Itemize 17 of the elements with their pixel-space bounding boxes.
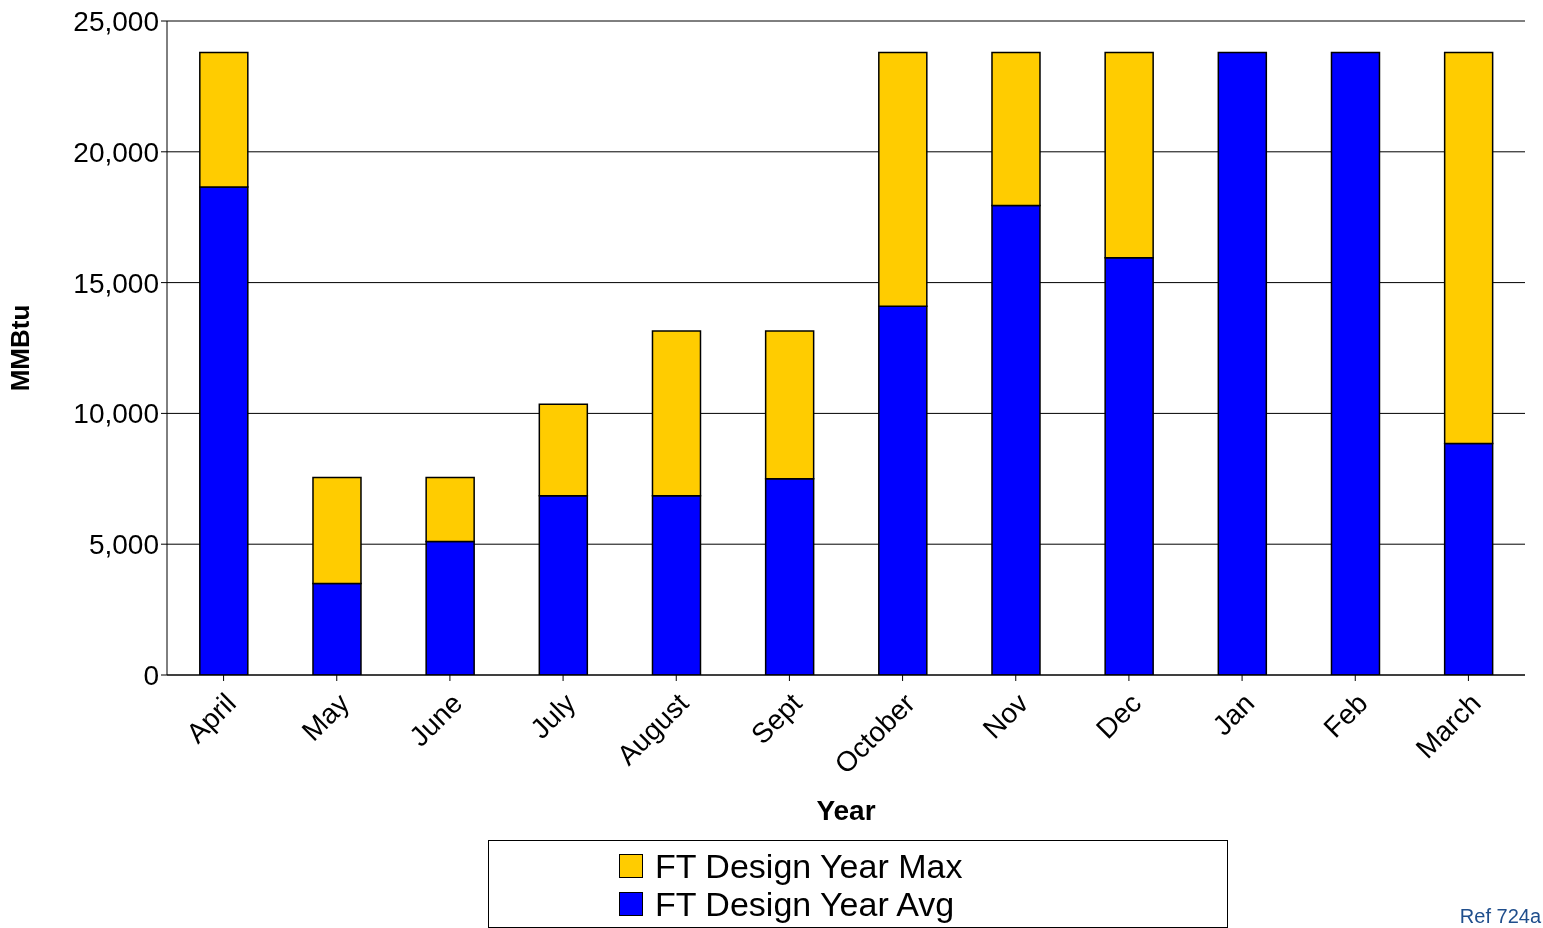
x-tick-label: Dec (1090, 687, 1148, 745)
y-tick-label: 5,000 (88, 529, 159, 561)
x-tick-label: Nov (976, 687, 1035, 745)
legend-label: FT Design Year Avg (655, 884, 955, 924)
x-tick-label: July (524, 687, 582, 745)
y-axis-title: MMBtu (5, 304, 36, 392)
y-tick-label: 15,000 (73, 267, 159, 299)
x-axis-title: Year (816, 795, 876, 826)
x-tick-label: Jan (1206, 687, 1261, 742)
y-tick-label: 0 (143, 659, 159, 691)
text: Ref 724a (1459, 905, 1541, 928)
y-tick-label: 10,000 (73, 398, 159, 430)
legend-label: FT Design Year Max (655, 846, 963, 886)
y-tick-label: 25,000 (73, 5, 159, 37)
x-tick-label: Feb (1317, 687, 1374, 744)
y-tick-label: 20,000 (73, 136, 159, 168)
x-tick-label: May (295, 687, 356, 747)
